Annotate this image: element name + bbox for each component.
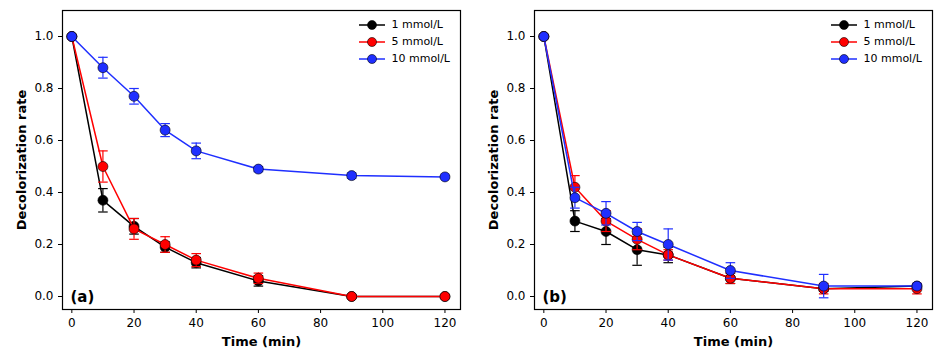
svg-text:80: 80 <box>785 316 800 330</box>
svg-text:0.8: 0.8 <box>506 81 525 95</box>
svg-text:20: 20 <box>126 316 141 330</box>
svg-text:Time (min): Time (min) <box>222 334 301 349</box>
svg-text:20: 20 <box>598 316 613 330</box>
svg-text:120: 120 <box>906 316 929 330</box>
html-text:5 mmol/L: 5 mmol/L <box>863 35 915 48</box>
svg-text:0.4: 0.4 <box>506 185 525 199</box>
svg-text:1.0: 1.0 <box>34 29 53 43</box>
svg-text:60: 60 <box>251 316 266 330</box>
svg-text:40: 40 <box>189 316 204 330</box>
svg-text:0.2: 0.2 <box>34 237 53 251</box>
svg-text:0.2: 0.2 <box>506 237 525 251</box>
svg-text:0.6: 0.6 <box>506 133 525 147</box>
html-text:10 mmol/L: 10 mmol/L <box>391 52 450 65</box>
svg-text:0.0: 0.0 <box>506 289 525 303</box>
svg-text:Decolorization rate: Decolorization rate <box>14 90 29 231</box>
svg-text:60: 60 <box>723 316 738 330</box>
svg-text:0.6: 0.6 <box>34 133 53 147</box>
svg-text:80: 80 <box>313 316 328 330</box>
svg-text:0.4: 0.4 <box>34 185 53 199</box>
svg-text:Time (min): Time (min) <box>694 334 773 349</box>
svg-text:(b): (b) <box>543 288 567 306</box>
html-text:5 mmol/L: 5 mmol/L <box>391 35 443 48</box>
svg-text:100: 100 <box>843 316 866 330</box>
svg-text:Decolorization rate: Decolorization rate <box>486 90 501 231</box>
svg-text:0: 0 <box>68 316 76 330</box>
svg-text:40: 40 <box>661 316 676 330</box>
html-text:1 mmol/L: 1 mmol/L <box>863 18 915 31</box>
svg-text:0.8: 0.8 <box>34 81 53 95</box>
svg-text:1.0: 1.0 <box>506 29 525 43</box>
svg-text:(a): (a) <box>71 288 95 306</box>
html-text:1 mmol/L: 1 mmol/L <box>391 18 443 31</box>
svg-text:0.0: 0.0 <box>34 289 53 303</box>
html-text:10 mmol/L: 10 mmol/L <box>863 52 922 65</box>
svg-text:0: 0 <box>540 316 548 330</box>
svg-text:100: 100 <box>371 316 394 330</box>
svg-text:120: 120 <box>434 316 457 330</box>
